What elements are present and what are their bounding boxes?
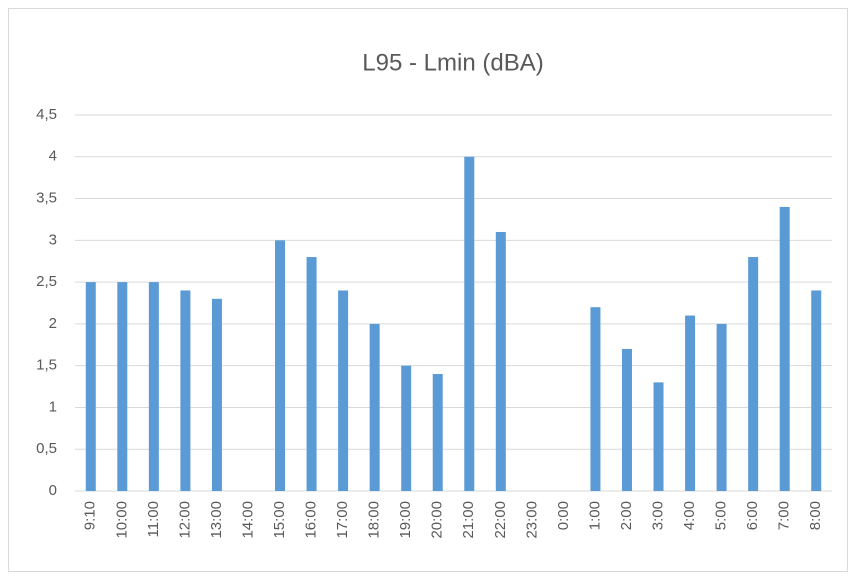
x-tick-label: 14:00 [239,501,256,539]
x-tick-label: 17:00 [334,501,351,539]
x-tick-label: 7:00 [776,501,793,530]
bar [338,290,349,491]
x-tick-label: 10:00 [113,501,130,539]
x-tick-label: 0:00 [555,501,572,530]
y-tick-label: 3,5 [36,190,57,207]
bar [85,282,96,491]
x-tick-label: 8:00 [807,501,824,530]
bar [621,348,632,491]
y-tick-label: 4 [49,148,57,165]
x-tick-label: 13:00 [208,501,225,539]
chart-title: L95 - Lmin (dBA) [362,49,543,76]
x-tick-label: 5:00 [713,501,730,530]
x-tick-label: 11:00 [145,501,162,537]
y-tick-label: 0 [49,482,57,499]
x-tick-label: 15:00 [271,501,288,539]
y-tick-label: 4,5 [36,106,57,123]
bar [748,257,759,491]
chart-border [8,8,848,572]
x-tick-label: 20:00 [429,501,446,539]
bar [275,240,286,491]
bar [432,374,443,491]
x-tick-label: 22:00 [492,501,509,539]
bar [211,298,222,491]
x-tick-label: 19:00 [397,501,414,539]
bar [779,206,790,491]
bar [811,290,822,491]
y-tick-label: 3 [49,231,57,248]
y-tick-label: 1 [49,398,57,415]
x-tick-label: 4:00 [681,501,698,530]
bar [148,282,159,491]
y-tick-label: 2 [49,315,57,332]
x-tick-label: 12:00 [176,501,193,539]
bar [653,382,664,491]
x-tick-label: 2:00 [618,501,635,530]
bar [495,231,506,491]
bar [117,282,128,491]
bar [306,257,317,491]
bar [464,156,475,491]
x-tick-label: 1:00 [586,501,603,530]
x-tick-label: 21:00 [460,501,477,539]
bar [401,365,412,491]
bar [180,290,191,491]
x-tick-label: 3:00 [649,501,666,530]
bar [590,307,601,491]
x-tick-label: 23:00 [523,501,540,539]
y-tick-label: 2,5 [36,273,57,290]
y-tick-label: 0,5 [36,440,57,457]
y-tick-label: 1,5 [36,357,57,374]
x-tick-label: 18:00 [366,501,383,539]
bar [369,323,380,491]
x-tick-label: 16:00 [303,501,320,539]
x-tick-label: 6:00 [744,501,761,530]
bar [685,315,696,491]
x-tick-label: 9:10 [82,501,99,530]
bar [716,323,727,491]
